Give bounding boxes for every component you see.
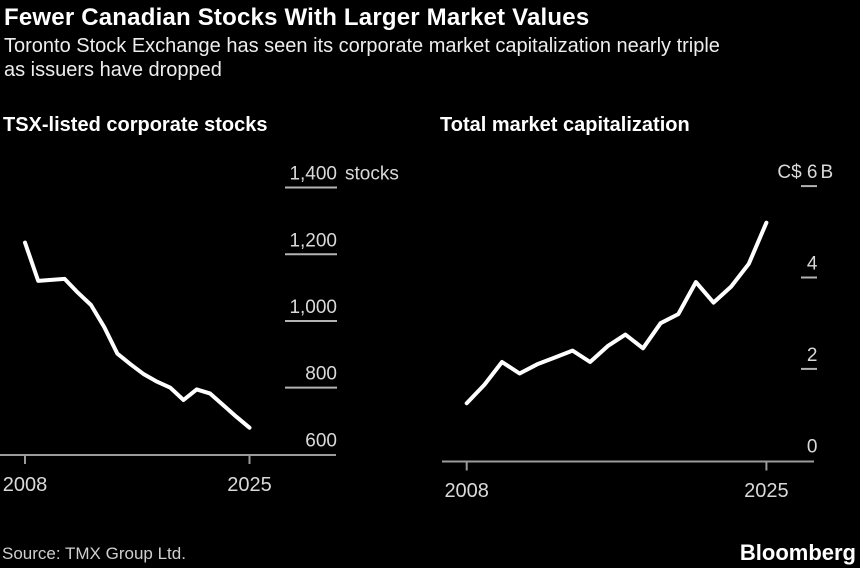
marketcap-line-chart: 2008 2025 C$ 6 B 4 2 0 bbox=[442, 162, 834, 502]
x-tick-label: 2008 bbox=[3, 474, 48, 496]
stocks-line-chart: 2008 2025 1,400 stocks 1,200 1,000 800 600 bbox=[0, 164, 399, 496]
x-tick-label: 2008 bbox=[444, 480, 489, 502]
x-tick-label: 2025 bbox=[744, 480, 789, 502]
right-panel-title: Total market capitalization bbox=[440, 114, 690, 136]
y-tick-label: 1,400 bbox=[289, 164, 337, 185]
y-unit-suffix: stocks bbox=[345, 164, 399, 185]
subtitle-line-2: as issuers have dropped bbox=[4, 59, 222, 81]
y-tick-label: 1,200 bbox=[289, 230, 337, 251]
bloomberg-logo: Bloomberg bbox=[739, 540, 856, 565]
series-line bbox=[464, 220, 769, 406]
y-tick-label: 600 bbox=[305, 430, 337, 451]
y-unit-suffix: B bbox=[821, 162, 834, 183]
source-credit: Source: TMX Group Ltd. bbox=[2, 544, 186, 563]
y-tick-label: C$ 6 bbox=[777, 162, 817, 183]
chart-subtitle: Toronto Stock Exchange has seen its corp… bbox=[4, 34, 720, 82]
series-line bbox=[23, 240, 252, 430]
subtitle-line-1: Toronto Stock Exchange has seen its corp… bbox=[4, 35, 720, 57]
y-tick-label: 2 bbox=[807, 345, 818, 366]
y-tick-label: 4 bbox=[807, 254, 818, 275]
chart-title: Fewer Canadian Stocks With Larger Market… bbox=[4, 4, 590, 31]
left-panel-title: TSX-listed corporate stocks bbox=[3, 114, 268, 136]
y-tick-label: 800 bbox=[305, 364, 337, 385]
y-tick-label: 0 bbox=[807, 436, 818, 457]
x-tick-label: 2025 bbox=[227, 474, 272, 496]
y-tick-label: 1,000 bbox=[289, 297, 337, 318]
